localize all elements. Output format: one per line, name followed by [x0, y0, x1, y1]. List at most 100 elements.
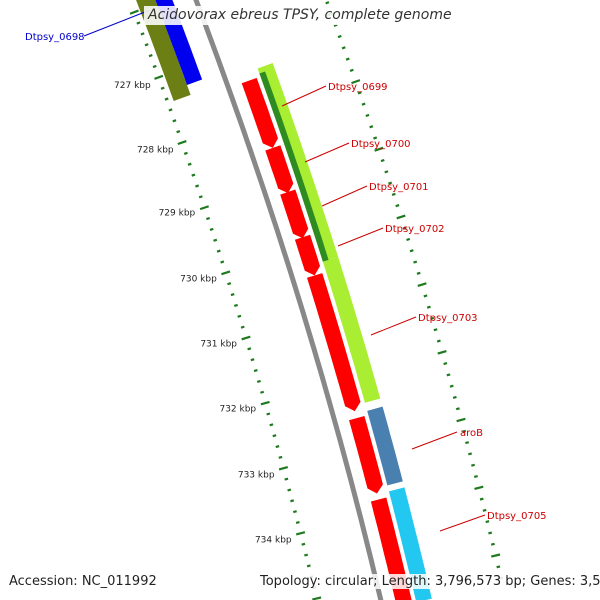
scale-tick [287, 488, 292, 492]
scale-tick [446, 373, 451, 377]
scale-tick [301, 542, 306, 546]
scale-tick [213, 238, 218, 242]
scale-tick [247, 347, 252, 351]
label-leader-line [304, 142, 350, 163]
scale-tick [290, 499, 295, 503]
position-tick-label: 732 kbp [219, 404, 256, 414]
cds-dtpsy-0700 [265, 145, 294, 194]
scale-tick [187, 162, 192, 166]
scale-tick [396, 214, 406, 220]
scale-tick [216, 249, 221, 253]
scale-tick [365, 113, 370, 118]
scale-tick [402, 226, 407, 230]
scale-tick [395, 204, 400, 208]
scale-tick [177, 139, 187, 146]
scale-tick [278, 455, 283, 459]
feature-label-arob[interactable]: aroB [460, 428, 483, 439]
scale-tick [409, 249, 414, 253]
position-tick-label: 731 kbp [200, 339, 237, 349]
scale-tick [436, 339, 441, 343]
scale-tick [237, 314, 242, 318]
scale-tick [430, 316, 435, 321]
scale-tick [380, 158, 385, 163]
scale-tick [325, 1, 330, 5]
scale-tick [471, 463, 475, 467]
scale-tick [468, 452, 473, 456]
scale-tick [455, 407, 460, 411]
feature-label-dtpsy-0702[interactable]: Dtpsy_0702 [385, 224, 445, 235]
scale-tick [465, 441, 470, 445]
blast-hit-segment [322, 257, 381, 403]
scale-tick [452, 395, 457, 399]
scale-tick [479, 497, 484, 501]
scale-tick [349, 68, 354, 72]
scale-tick [152, 64, 157, 69]
scale-tick [473, 474, 478, 478]
scale-tick [269, 423, 274, 427]
scale-tick [391, 192, 396, 196]
scale-tick [136, 21, 141, 25]
scale-tick [292, 510, 297, 514]
scale-tick [199, 205, 210, 211]
scale-tick [462, 429, 467, 433]
feature-label-dtpsy-0701[interactable]: Dtpsy_0701 [369, 182, 429, 193]
scale-tick [374, 146, 384, 152]
scale-tick [172, 119, 177, 123]
blast-hit-dtpsy-0698 [136, 0, 191, 101]
scale-tick [490, 553, 501, 558]
scale-tick [140, 32, 145, 36]
scale-tick [260, 400, 270, 406]
scale-tick [260, 390, 265, 394]
scale-tick [416, 271, 421, 275]
feature-label-dtpsy-0705[interactable]: Dtpsy_0705 [487, 511, 547, 522]
scale-tick [496, 565, 501, 569]
scale-tick [272, 434, 277, 438]
blast-hit-segment [367, 406, 403, 486]
position-tick-label: 729 kbp [159, 208, 196, 218]
cds-dtpsy-0703 [307, 273, 361, 412]
position-tick-label: 727 kbp [114, 81, 151, 91]
scale-tick [351, 79, 361, 85]
feature-label-dtpsy-0698[interactable]: Dtpsy_0698 [25, 32, 85, 43]
scale-tick [144, 43, 149, 47]
scale-tick [183, 151, 188, 155]
scale-tick [388, 181, 393, 185]
label-leader-line [321, 185, 368, 207]
cds-arob [349, 416, 383, 494]
scale-tick [417, 282, 427, 287]
tick-marks [129, 1, 503, 600]
scale-tick [154, 74, 164, 80]
scale-tick [357, 91, 362, 95]
scale-tick [361, 102, 366, 106]
position-tick-label: 730 kbp [180, 274, 217, 284]
feature-label-dtpsy-0703[interactable]: Dtpsy_0703 [418, 313, 478, 324]
feature-label-dtpsy-0700[interactable]: Dtpsy_0700 [351, 139, 411, 150]
scale-tick [482, 508, 487, 512]
scale-tick [129, 9, 139, 15]
scale-tick [413, 260, 418, 264]
feature-labels: Dtpsy_0698 Dtpsy_0699 Dtpsy_0700 Dtpsy_0701… [25, 32, 547, 522]
scale-tick [306, 564, 311, 568]
label-leader-line [370, 316, 417, 336]
scale-tick [312, 596, 322, 600]
scale-tick [241, 335, 251, 341]
scale-tick [488, 531, 493, 535]
scale-tick [474, 485, 484, 490]
label-leader-line [439, 514, 486, 532]
position-tick-label: 734 kbp [255, 535, 292, 545]
scale-tick [256, 379, 261, 383]
label-leader-line [281, 85, 327, 107]
blast-hit-segment [388, 487, 432, 600]
scale-tick [295, 531, 306, 536]
scale-tick [437, 350, 447, 355]
scale-tick [209, 227, 214, 232]
label-leader-line [83, 9, 151, 37]
scale-tick [337, 34, 342, 39]
scale-tick [490, 542, 495, 546]
label-leader-line [337, 227, 384, 247]
position-tick-label: 733 kbp [238, 470, 275, 480]
blast-hit-track [136, 0, 432, 600]
feature-label-dtpsy-0699[interactable]: Dtpsy_0699 [328, 82, 388, 93]
